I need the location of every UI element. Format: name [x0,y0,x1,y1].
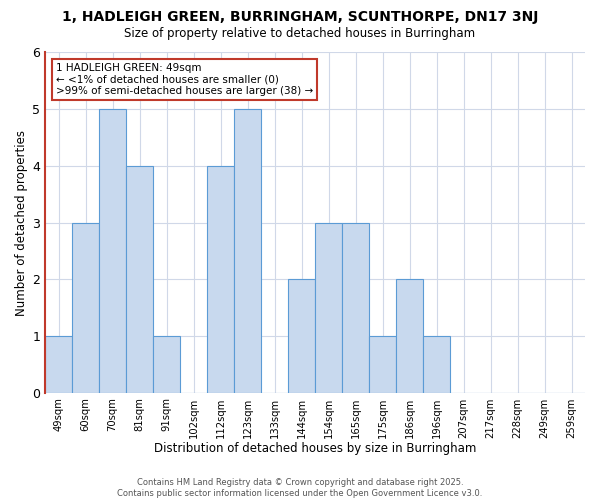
Bar [288,279,315,392]
Text: Size of property relative to detached houses in Burringham: Size of property relative to detached ho… [124,28,476,40]
Bar [99,109,126,393]
X-axis label: Distribution of detached houses by size in Burringham: Distribution of detached houses by size … [154,442,476,455]
Text: 1 HADLEIGH GREEN: 49sqm
← <1% of detached houses are smaller (0)
>99% of semi-de: 1 HADLEIGH GREEN: 49sqm ← <1% of detache… [56,62,313,96]
Bar [315,222,342,392]
Bar [396,279,423,392]
Bar [153,336,180,392]
Bar [126,166,153,392]
Text: Contains HM Land Registry data © Crown copyright and database right 2025.
Contai: Contains HM Land Registry data © Crown c… [118,478,482,498]
Bar [423,336,450,392]
Bar [342,222,369,392]
Bar [72,222,99,392]
Bar [369,336,396,392]
Bar [45,336,72,392]
Text: 1, HADLEIGH GREEN, BURRINGHAM, SCUNTHORPE, DN17 3NJ: 1, HADLEIGH GREEN, BURRINGHAM, SCUNTHORP… [62,10,538,24]
Y-axis label: Number of detached properties: Number of detached properties [15,130,28,316]
Bar [234,109,261,393]
Bar [207,166,234,392]
